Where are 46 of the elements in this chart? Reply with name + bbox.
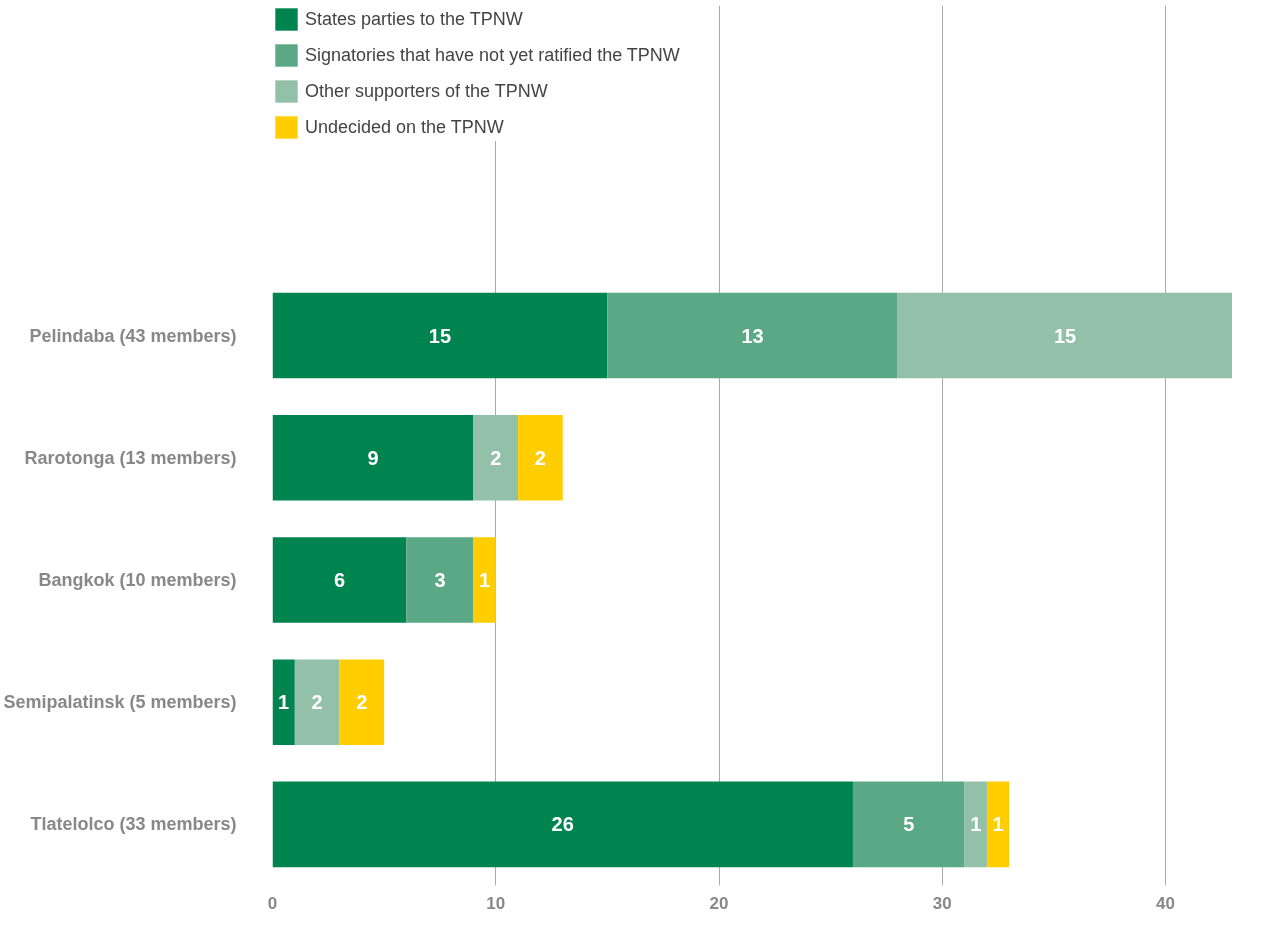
bar <box>986 781 1010 868</box>
bar <box>964 781 987 868</box>
bar <box>272 292 608 379</box>
bar <box>294 659 340 745</box>
data-label: 1 <box>278 691 290 714</box>
bar <box>406 537 474 623</box>
data-label: 2 <box>311 691 323 714</box>
data-label: 26 <box>551 813 574 836</box>
bar <box>272 414 474 501</box>
bar <box>339 659 385 745</box>
bar <box>272 659 295 745</box>
bar <box>897 292 1232 379</box>
bar <box>473 537 496 623</box>
data-label: 2 <box>490 446 502 469</box>
x-tick-label: 30 <box>932 893 952 913</box>
data-label: 15 <box>1053 324 1077 347</box>
data-label: 3 <box>434 568 446 591</box>
data-label: 1 <box>970 813 982 836</box>
data-label: 2 <box>534 446 546 469</box>
data-label: 9 <box>367 446 379 469</box>
legend-label: Undecided on the TPNW <box>305 116 504 138</box>
legend-label: States parties to the TPNW <box>305 8 523 30</box>
data-label: 1 <box>479 568 491 591</box>
y-tick-label: Pelindaba (43 members) <box>29 325 237 346</box>
data-label: 13 <box>741 324 764 347</box>
y-tick-label: Semipalatinsk (5 members) <box>3 692 237 713</box>
data-label: 6 <box>333 568 346 591</box>
bar <box>473 414 519 501</box>
y-tick-label: Bangkok (10 members) <box>38 569 237 590</box>
bar <box>852 781 965 868</box>
x-tick-label: 0 <box>267 893 278 913</box>
data-label: 15 <box>428 324 452 347</box>
legend-label: Signatories that have not yet ratified the TPNW <box>305 44 680 66</box>
legend-label: Other supporters of the TPNW <box>305 80 548 102</box>
x-tick-label: 20 <box>709 893 729 913</box>
bar <box>272 781 853 868</box>
bar <box>518 414 563 501</box>
data-label: 5 <box>903 813 915 836</box>
x-tick-label: 10 <box>486 893 506 913</box>
bar <box>272 537 407 623</box>
y-tick-label: Rarotonga (13 members) <box>24 447 237 468</box>
y-tick-label: Tlatelolco (33 members) <box>30 814 237 835</box>
data-label: 2 <box>356 691 368 714</box>
data-label: 1 <box>992 813 1004 836</box>
bar <box>607 292 898 379</box>
x-tick-label: 40 <box>1156 893 1175 913</box>
